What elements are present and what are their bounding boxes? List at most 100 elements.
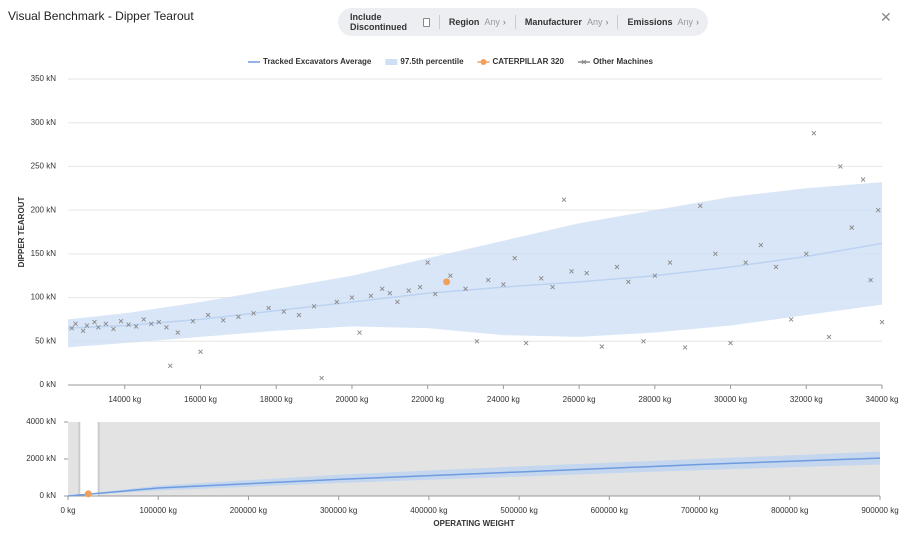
machine-point — [103, 321, 109, 327]
x-tick-label: 28000 kg — [638, 395, 671, 404]
y-tick-label: 0 kN — [40, 380, 57, 389]
machine-point — [448, 273, 453, 279]
machine-point — [69, 325, 75, 331]
machine-point — [266, 305, 271, 311]
machine-point — [803, 251, 809, 257]
machine-point — [788, 317, 794, 322]
machine-point — [164, 324, 169, 330]
close-button[interactable]: ✕ — [880, 9, 892, 25]
legend-label: Tracked Excavators Average — [263, 57, 372, 66]
x-tick-label: 600000 kg — [591, 506, 628, 515]
legend-label: 97.5th percentile — [400, 57, 464, 66]
machine-point — [474, 338, 480, 344]
x-tick-label: 18000 kg — [260, 395, 293, 404]
x-tick-label: 800000 kg — [771, 506, 808, 515]
average-line — [67, 457, 881, 497]
machine-point — [156, 319, 162, 325]
machine-point — [141, 317, 147, 322]
navigator-mask — [68, 422, 80, 496]
x-tick-label: 500000 kg — [500, 506, 537, 515]
machine-point — [175, 330, 181, 335]
machine-point — [875, 207, 881, 213]
machine-point — [198, 349, 203, 355]
y-tick-label: 150 kN — [31, 249, 57, 258]
machine-point — [485, 277, 491, 283]
dialog-title: Visual Benchmark - Dipper Tearout — [8, 9, 194, 23]
machine-point — [652, 273, 658, 279]
machine-point — [523, 340, 529, 346]
machine-point — [879, 319, 885, 325]
highlight-point — [443, 278, 451, 286]
machine-point — [368, 293, 374, 299]
x-tick-label: 14000 kg — [108, 395, 141, 404]
y-tick-label: 100 kN — [31, 293, 57, 302]
x-tick-label: 200000 kg — [230, 506, 267, 515]
filter-value: Any — [586, 17, 603, 27]
machine-point — [133, 324, 139, 329]
machine-point — [334, 299, 340, 305]
machine-point — [205, 312, 211, 318]
filter[interactable]: Region Any › — [438, 15, 515, 29]
machine-point — [682, 345, 688, 350]
legend-item[interactable]: CATERPILLAR 320 — [477, 57, 565, 66]
legend-item[interactable]: Other Machines — [577, 57, 654, 66]
machine-point — [773, 264, 779, 270]
machine-point — [826, 334, 832, 340]
machine-point — [111, 326, 116, 332]
navigator-handle[interactable] — [78, 422, 81, 496]
machine-point — [167, 363, 173, 369]
x-tick-label: 100000 kg — [140, 506, 177, 515]
machine-point — [236, 314, 241, 320]
chevron: › — [696, 17, 699, 27]
machine-point — [569, 269, 574, 274]
machine-point — [641, 338, 646, 344]
machine-point — [463, 286, 468, 292]
machine-point — [80, 328, 86, 334]
legend-label: CATERPILLAR 320 — [493, 57, 565, 66]
x-tick-label: 32000 kg — [790, 395, 823, 404]
navigator-handle[interactable] — [97, 422, 100, 496]
machine-point — [599, 344, 605, 349]
machine-point — [432, 291, 438, 297]
checkbox[interactable] — [422, 17, 430, 27]
machine-point — [728, 340, 733, 346]
filter-label: Region — [448, 17, 480, 27]
filter-value: Any — [484, 17, 500, 27]
filter[interactable]: Manufacturer Any › — [514, 15, 618, 29]
legend-marker — [480, 59, 487, 65]
machine-point — [296, 312, 302, 318]
machine-point — [561, 197, 567, 202]
x-axis-title: OPERATING WEIGHT — [433, 519, 514, 528]
legend-item[interactable]: Tracked Excavators Average — [248, 57, 372, 66]
machine-point — [92, 319, 97, 325]
legend-swatch — [385, 59, 398, 65]
percentile-band — [68, 182, 882, 348]
legend-item[interactable]: 97.5th percentile — [385, 57, 464, 66]
machine-point — [190, 318, 196, 324]
machine-point — [220, 317, 226, 323]
machine-point — [860, 177, 866, 182]
y-tick-label: 50 kN — [35, 336, 56, 345]
x-tick-label: 0 kg — [60, 506, 75, 515]
machine-point — [849, 225, 855, 230]
legend-marker — [581, 59, 587, 65]
machine-point — [379, 286, 385, 292]
x-tick-label: 20000 kg — [335, 395, 368, 404]
machine-point — [425, 260, 430, 265]
machine-point — [357, 330, 362, 335]
filter[interactable]: Emissions Any › — [617, 15, 708, 29]
x-tick-label: 400000 kg — [410, 506, 447, 515]
machine-point — [319, 375, 324, 381]
chevron: › — [502, 17, 506, 27]
machine-point — [584, 270, 590, 276]
machine-point — [417, 284, 423, 290]
machine-point — [697, 203, 703, 209]
machine-point — [349, 295, 355, 300]
filter-label: Manufacturer — [524, 17, 582, 27]
highlight-point — [84, 490, 92, 498]
machine-point — [251, 310, 256, 316]
y-tick-label: 250 kN — [31, 162, 57, 171]
machine-point — [713, 251, 718, 257]
filter[interactable]: Include Discontinued — [338, 12, 439, 32]
